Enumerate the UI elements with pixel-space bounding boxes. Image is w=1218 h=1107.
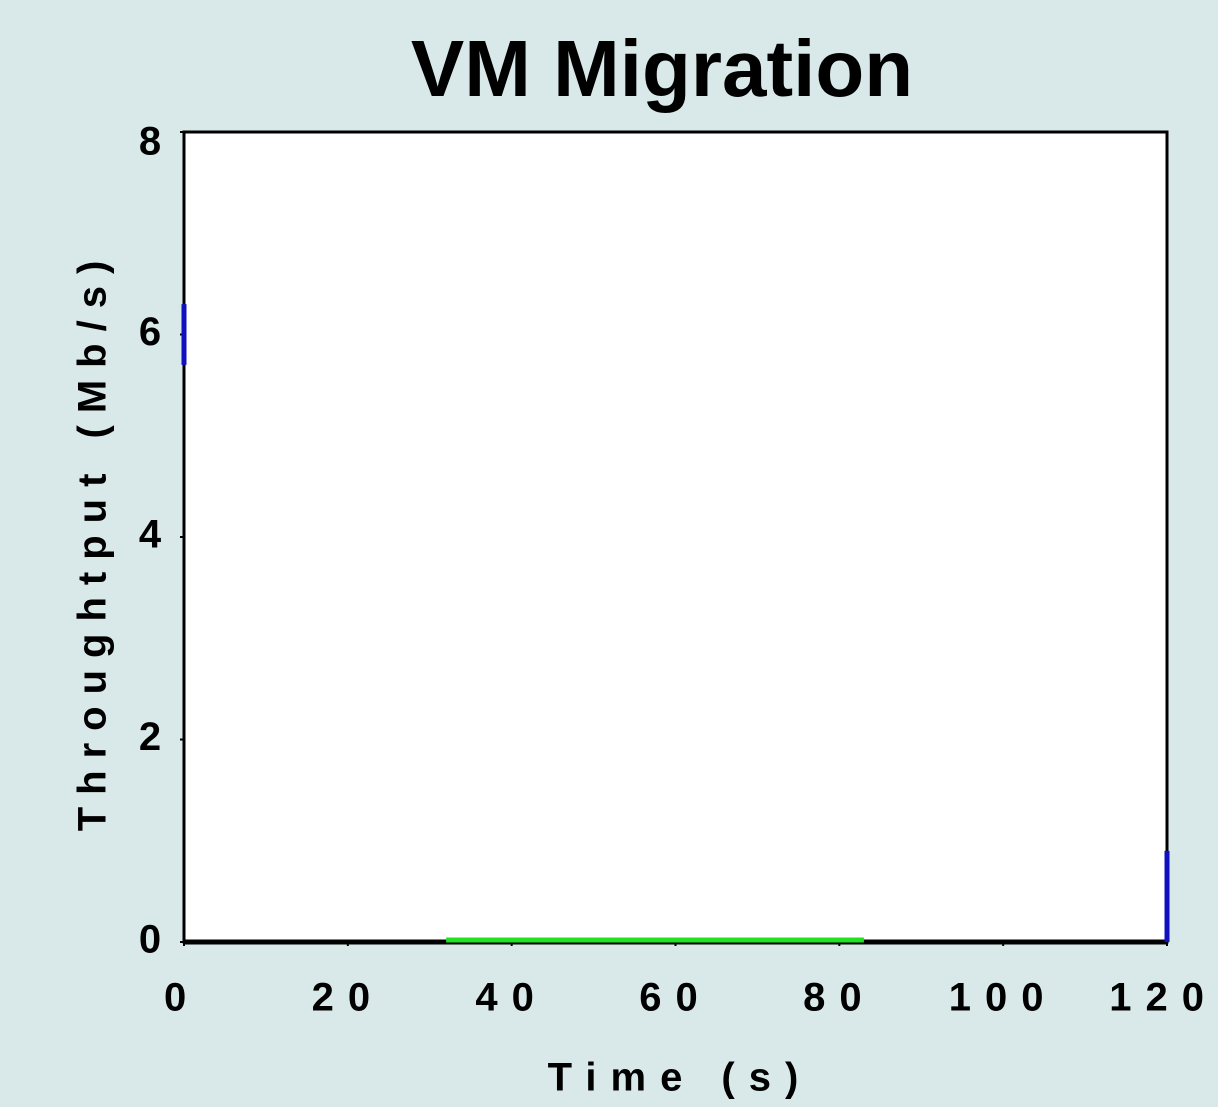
- plot-area: [182, 130, 1169, 944]
- x-tick-label: 60: [639, 976, 712, 1020]
- x-tick-label: 20: [312, 976, 385, 1020]
- chart-title: VM Migration: [411, 24, 913, 113]
- y-tick-label: 6: [139, 310, 161, 354]
- y-tick-label: 2: [139, 715, 161, 759]
- y-tick-label: 0: [139, 918, 161, 962]
- y-tick-label: 4: [139, 513, 162, 557]
- x-tick-label: 120: [1109, 976, 1218, 1020]
- x-tick-label: 0: [164, 976, 200, 1020]
- x-tick-label: 40: [475, 976, 548, 1020]
- x-axis-label: Time (s): [548, 1056, 813, 1100]
- y-tick-label: 8: [139, 120, 161, 164]
- x-tick-label: 100: [949, 976, 1058, 1020]
- y-axis-label: Throughtput (Mb/s): [71, 249, 115, 832]
- x-tick-label: 80: [803, 976, 876, 1020]
